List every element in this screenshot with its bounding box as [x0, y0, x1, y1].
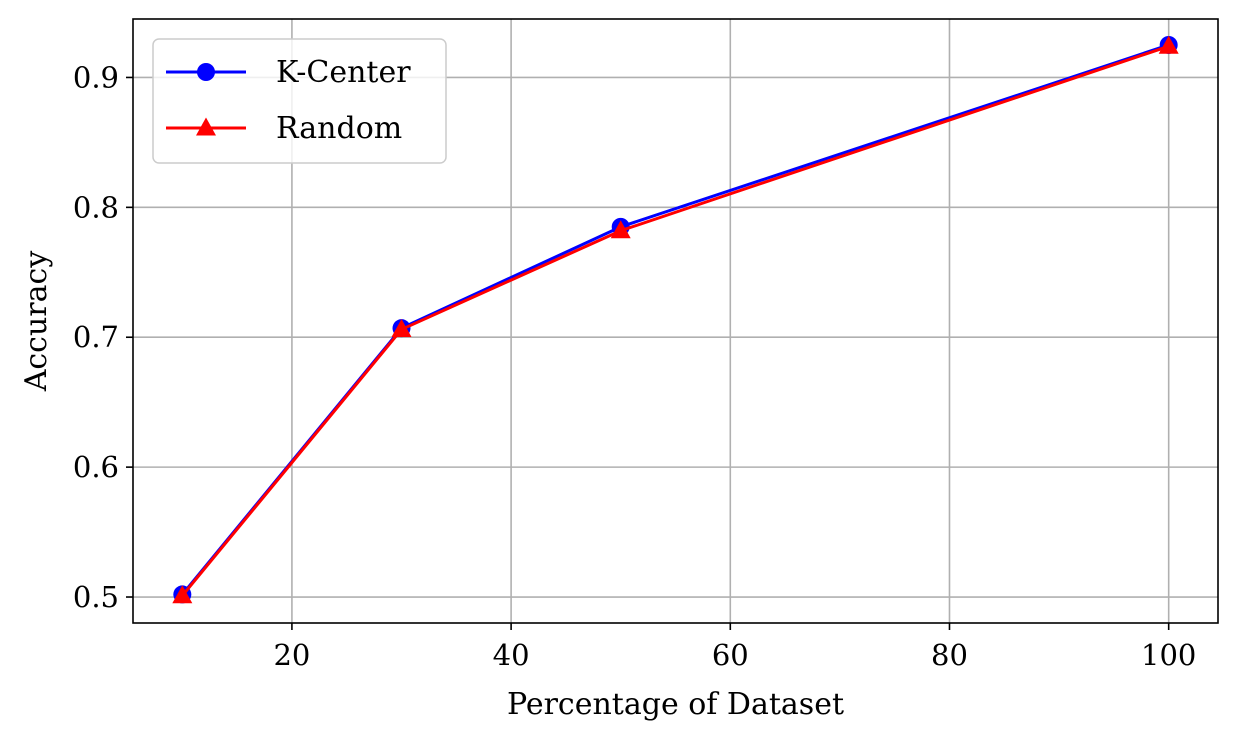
legend-entry: Random — [166, 111, 402, 146]
y-tick-label: 0.5 — [73, 580, 119, 614]
ticks: 20 40 60 80 100 0.5 0.6 0.7 0.8 0.9 — [73, 60, 1196, 672]
x-axis-label: Percentage of Dataset — [507, 687, 844, 722]
legend-box — [152, 38, 447, 164]
legend: K-Center Random — [152, 38, 447, 164]
series-layer — [172, 35, 1179, 604]
legend-marker — [196, 117, 216, 136]
gridlines — [133, 19, 1218, 623]
series-random — [172, 35, 1179, 604]
y-tick-label: 0.9 — [73, 60, 119, 94]
legend-marker — [197, 63, 215, 81]
x-tick-label: 40 — [493, 638, 530, 672]
y-tick-label: 0.6 — [73, 450, 119, 484]
legend-label: K-Center — [276, 55, 411, 90]
y-axis-label: Accuracy — [19, 251, 54, 393]
data-point — [610, 220, 631, 239]
legend-entry: K-Center — [166, 55, 411, 90]
x-tick-label: 60 — [712, 638, 749, 672]
plot-frame — [132, 18, 1219, 624]
data-point — [391, 318, 412, 337]
x-tick-label: 20 — [273, 638, 310, 672]
legend-label: Random — [276, 111, 402, 146]
x-tick-label: 100 — [1141, 638, 1196, 672]
series-line — [181, 44, 1170, 597]
data-point — [1158, 35, 1179, 54]
x-tick-label: 80 — [931, 638, 968, 672]
y-tick-label: 0.7 — [73, 320, 119, 354]
y-tick-label: 0.8 — [73, 190, 119, 224]
data-point — [172, 585, 193, 604]
legend-entries: K-Center Random — [166, 55, 411, 146]
